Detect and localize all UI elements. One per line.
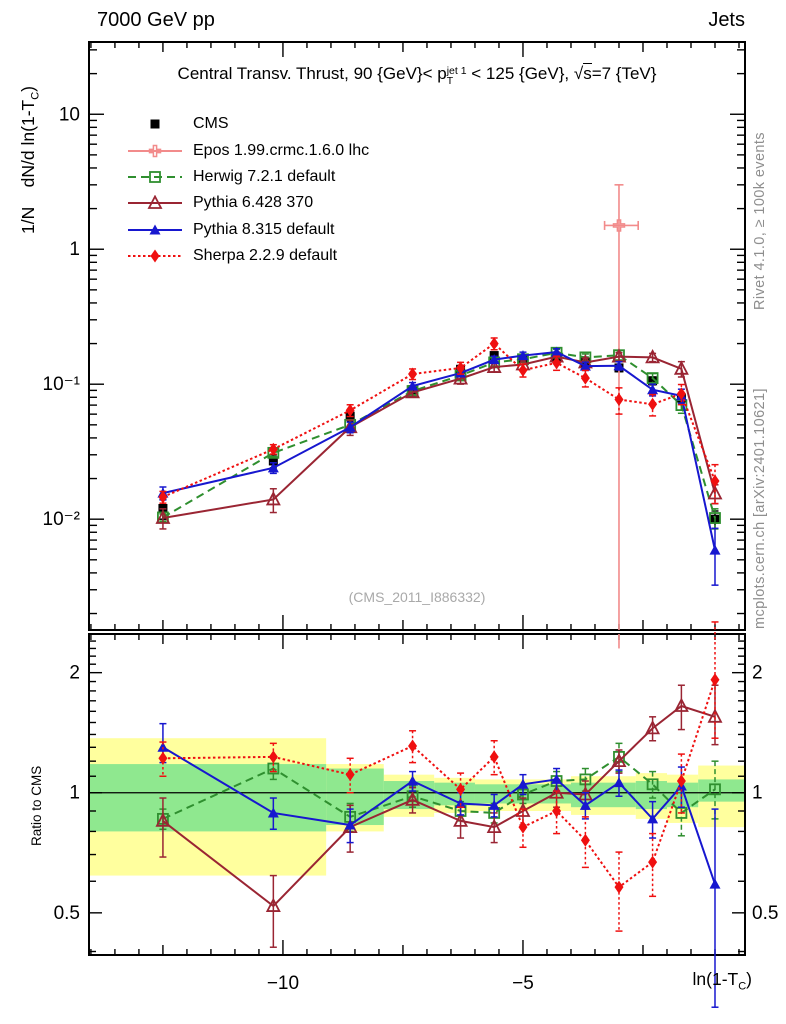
mcplots-arxiv-note: mcplots.cern.ch [arXiv:2401.10621]	[752, 388, 768, 629]
ratio-y-tick-label-right: 0.5	[752, 903, 778, 924]
series-main-herwig	[157, 346, 721, 530]
series-main-sherpa	[158, 337, 720, 505]
x-tick-label: −5	[512, 973, 534, 994]
legend-marker-herwig-icon	[128, 171, 182, 183]
plot-title: Central Transv. Thrust, 90 {GeV}< p jet 1…	[83, 63, 751, 87]
main-y-tick-label: 10	[59, 104, 80, 125]
sqrt-argument: s	[583, 63, 592, 83]
series-ratio-sherpa	[158, 621, 720, 932]
axis-ticks	[89, 42, 745, 955]
title-subscript: T	[446, 74, 454, 87]
ratio-y-tick-label: 0.5	[54, 903, 80, 924]
legend-marker-pythia8-icon	[128, 224, 182, 235]
ratio-axis-label: Ratio to CMS	[29, 765, 44, 846]
legend-marker-cms-icon	[150, 119, 160, 129]
y-axis-label-close: )	[18, 86, 38, 92]
series-main-epos	[603, 184, 639, 630]
ratio-y-tick-label: 1	[69, 783, 80, 804]
main-panel-frame	[88, 41, 746, 631]
title-text-3: =7 {TeV}	[591, 64, 657, 83]
series-main-pythia8	[157, 346, 721, 586]
rivet-version-note: Rivet 4.1.0, ≥ 100k events	[752, 132, 768, 310]
legend-entry-pythia8: Pythia 8.315 default	[126, 217, 369, 243]
analysis-id-watermark: (CMS_2011_I886332)	[348, 589, 486, 605]
legend-label: Pythia 8.315 default	[193, 220, 335, 238]
legend-label: Epos 1.99.crmc.1.6.0 lhc	[193, 141, 370, 159]
y-axis-label-sub: C	[29, 91, 42, 100]
legend-label: Pythia 6.428 370	[193, 194, 314, 212]
legend-entry-herwig: Herwig 7.2.1 default	[126, 164, 369, 190]
legend-entry-sherpa: Sherpa 2.2.9 default	[126, 243, 369, 269]
legend-label: Sherpa 2.2.9 default	[193, 247, 338, 265]
title-superscript: jet 1	[446, 64, 467, 77]
x-axis-label: ln(1-TC)	[693, 969, 752, 993]
x-axis-label-close: )	[746, 969, 752, 989]
legend-marker-pythia6-icon	[128, 195, 182, 210]
series-ratio-pythia8	[157, 722, 721, 1008]
main-y-tick-label: 10⁻¹	[43, 374, 81, 395]
legend-label: Herwig 7.2.1 default	[193, 167, 336, 185]
legend-marker-sherpa-icon	[128, 249, 182, 263]
legend-label: CMS	[193, 115, 229, 133]
x-tick-label: −10	[267, 973, 299, 994]
legend-marker-epos-icon	[128, 144, 182, 157]
legend: CMS Epos 1.99.crmc.1.6.0 lhc Herwig 7.2.1 …	[126, 111, 369, 269]
sqrt-symbol: √	[573, 64, 584, 83]
main-y-tick-label: 10⁻²	[43, 509, 81, 530]
x-axis-label-text: ln(1-T	[692, 969, 739, 989]
y-axis-label: 1/N dN/d ln(1-TC)	[18, 86, 42, 234]
ratio-y-tick-label: 2	[69, 663, 80, 684]
ratio-y-tick-label-right: 2	[752, 663, 763, 684]
main-y-tick-label: 1	[69, 239, 80, 260]
analysis-category-label: Jets	[708, 9, 745, 31]
legend-entry-epos: Epos 1.99.crmc.1.6.0 lhc	[126, 137, 369, 163]
beam-energy-label: 7000 GeV pp	[97, 9, 215, 31]
title-text-1: Central Transv. Thrust, 90 {GeV}< p	[177, 64, 447, 83]
title-text-2: < 125 {GeV},	[466, 64, 574, 83]
ratio-panel-frame	[88, 633, 746, 956]
x-axis-label-sub: C	[738, 980, 747, 993]
legend-entry-cms: CMS	[126, 111, 369, 137]
legend-entry-pythia6: Pythia 6.428 370	[126, 190, 369, 216]
ratio-y-tick-label-right: 1	[752, 783, 763, 804]
y-axis-label-text: 1/N dN/d ln(1-T	[18, 99, 38, 234]
